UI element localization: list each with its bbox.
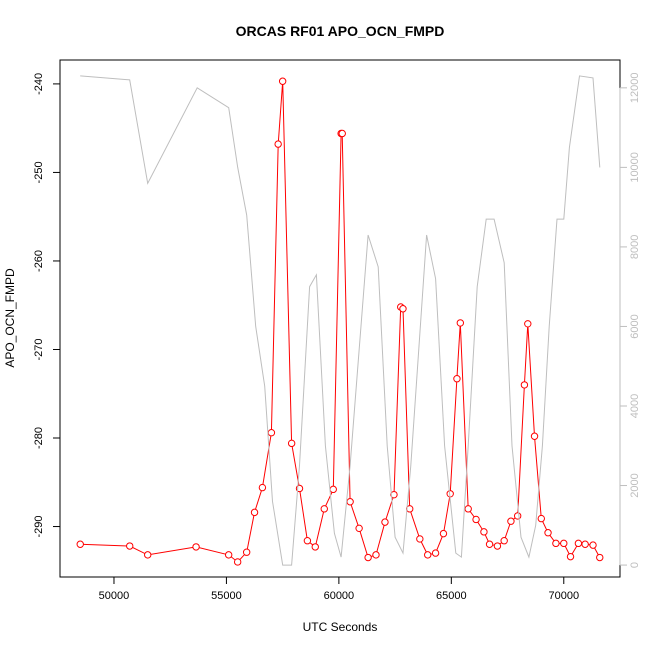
apo-data-point: [274, 140, 282, 148]
apo-data-point: [346, 498, 354, 506]
apo-data-point: [76, 540, 84, 548]
y-axis-title: APO_OCN_FMPD: [3, 268, 17, 368]
y2-tick-label: 0: [629, 562, 641, 568]
apo-data-point: [560, 539, 568, 548]
apo-data-point: [250, 508, 259, 517]
y2-tick-label: 10000: [629, 152, 641, 183]
apo-data-point: [431, 549, 440, 557]
apo-data-point: [581, 540, 589, 548]
apo-data-point: [242, 548, 251, 556]
apo-data-point: [566, 552, 575, 561]
apo-data-point: [399, 305, 407, 313]
apo-data-point: [364, 553, 372, 562]
x-axis-title: UTC Seconds: [303, 620, 378, 634]
apo-data-point: [233, 558, 242, 566]
y2-axis: 0 2000 4000 6000 8000 10000 12000: [619, 73, 641, 568]
apo-data-point: [144, 551, 152, 559]
apo-data-point: [338, 129, 346, 138]
y2-tick-label: 6000: [629, 314, 641, 338]
apo-data-point: [464, 505, 472, 513]
apo-data-point: [493, 542, 502, 550]
apo-data-point: [500, 537, 508, 545]
apo-data-point: [320, 505, 328, 513]
y2-tick-label: 2000: [629, 473, 641, 497]
apo-data-point: [126, 542, 134, 550]
apo-data-point: [574, 539, 583, 548]
apo-data-point: [439, 529, 448, 538]
y2-tick-label: 4000: [629, 394, 641, 418]
y-tick-label: -250: [33, 161, 45, 183]
y-tick-label: -280: [33, 427, 45, 449]
y2-tick-label: 12000: [629, 73, 641, 104]
apo-data-point: [278, 77, 287, 85]
altitude-series-line: [80, 75, 601, 566]
apo-data-point: [453, 374, 461, 383]
apo-data-point: [472, 515, 480, 524]
apo-data-point: [267, 429, 276, 437]
apo-data-point: [224, 551, 233, 559]
apo-data-point: [287, 439, 296, 448]
apo-data-point: [552, 539, 560, 548]
apo-data-point: [329, 485, 337, 494]
apo-data-point: [192, 543, 200, 551]
y-tick-label: -260: [33, 250, 45, 272]
apo-data-point: [390, 490, 398, 499]
apo-data-point: [355, 524, 363, 533]
apo-data-point: [381, 518, 389, 526]
apo-data-point: [303, 537, 312, 545]
plot-frame: [59, 59, 621, 578]
y-tick-label: -240: [33, 73, 45, 95]
apo-data-point: [589, 541, 597, 549]
apo-data-point: [537, 514, 545, 523]
apo-data-point: [513, 512, 522, 520]
y-tick-label: -290: [33, 516, 45, 538]
x-axis: 50000 55000 60000 65000 70000: [99, 576, 579, 602]
x-tick-label: 50000: [99, 590, 130, 602]
apo-data-point: [485, 540, 494, 548]
apo-data-point: [372, 551, 380, 559]
x-tick-label: 70000: [548, 590, 579, 602]
x-tick-label: 60000: [324, 590, 355, 602]
series-layer: [76, 75, 604, 566]
apo-data-point: [507, 517, 515, 525]
apo-data-point: [424, 551, 432, 559]
apo-data-point: [416, 535, 424, 543]
y2-tick-label: 8000: [629, 235, 641, 259]
chart-title: ORCAS RF01 APO_OCN_FMPD: [236, 23, 445, 39]
apo-data-point: [258, 483, 267, 492]
apo-data-point: [544, 529, 552, 537]
apo-data-point: [520, 381, 529, 389]
y-tick-label: -270: [33, 338, 45, 360]
apo-data-point: [524, 320, 532, 328]
apo-data-point: [456, 319, 465, 327]
apo-data-point: [596, 553, 604, 562]
apo-data-point: [530, 432, 539, 440]
x-tick-label: 65000: [436, 590, 467, 602]
apo-data-point: [311, 543, 319, 551]
apo-data-point: [480, 528, 488, 536]
x-tick-label: 55000: [211, 590, 242, 602]
apo-series-line: [80, 81, 601, 563]
y-axis: -290 -280 -270 -260 -250 -240: [33, 73, 61, 538]
